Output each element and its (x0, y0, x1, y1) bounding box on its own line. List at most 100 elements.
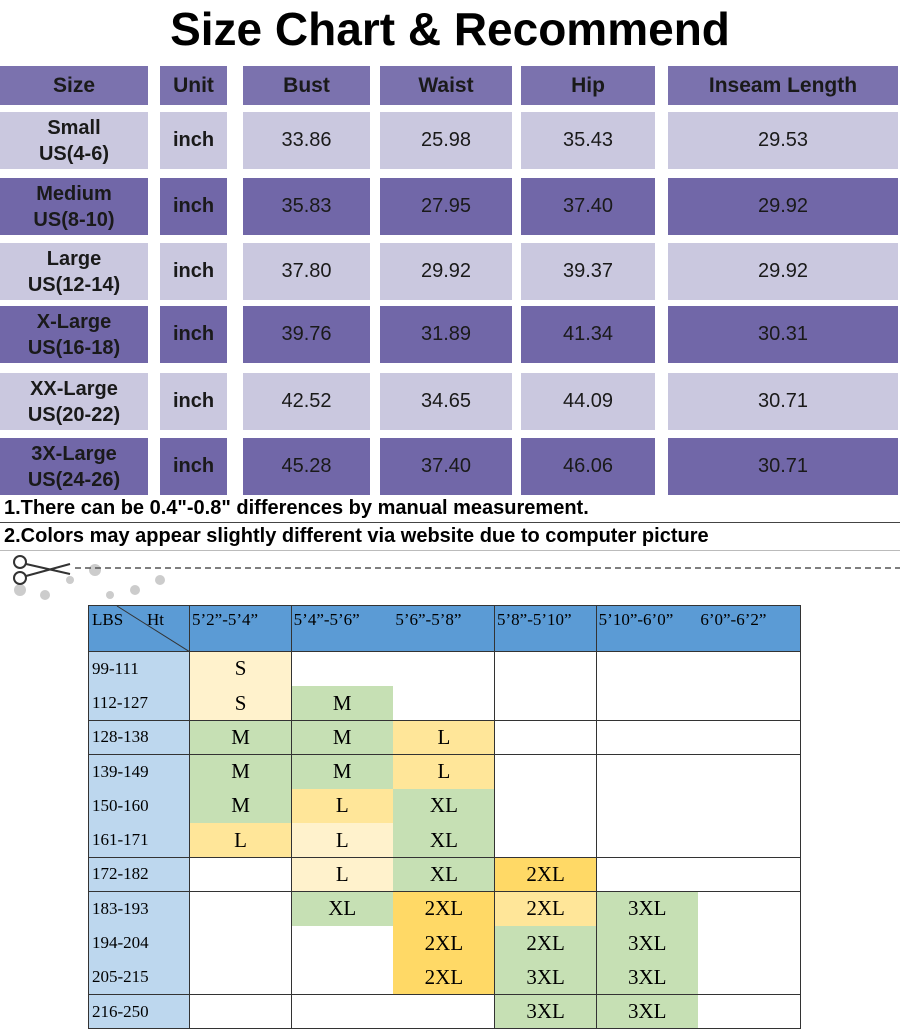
size-cell (698, 720, 801, 756)
title: Size Chart & Recommend (170, 3, 730, 55)
scissors-line (13, 555, 900, 600)
weight-cell: 205-215 (88, 960, 190, 996)
unit-cell: inch (160, 306, 227, 363)
header-cell: Size (0, 66, 148, 105)
height-header: 6’0”-6’2” (698, 605, 801, 652)
value-cell: 37.80 (243, 243, 370, 300)
size-cell: Large US(12-14) (0, 243, 148, 300)
size-cell: L (291, 789, 394, 824)
value-cell: 35.43 (521, 112, 655, 169)
size-cell (698, 754, 801, 790)
size-cell (698, 857, 801, 893)
size-cell (596, 857, 699, 893)
height-header: 5’10”-6’0” (596, 605, 699, 652)
size-cell: 2XL (495, 857, 598, 893)
value-cell: 44.09 (521, 373, 655, 430)
header-cell: Bust (243, 66, 370, 105)
value-cell: 29.53 (668, 112, 898, 169)
size-cell (495, 720, 598, 756)
unit-cell: inch (160, 178, 227, 235)
value-cell: 30.31 (668, 306, 898, 363)
unit-cell: inch (160, 112, 227, 169)
value-cell: 34.65 (380, 373, 512, 430)
size-cell (596, 686, 699, 722)
size-cell: M (291, 720, 394, 756)
size-label: US(24-26) (27, 468, 121, 491)
value-cell: 33.86 (243, 112, 370, 169)
size-cell: 2XL (495, 891, 598, 927)
size-label: US(4-6) (38, 142, 109, 165)
size-cell: L (291, 857, 394, 893)
size-cell: M (190, 720, 293, 756)
divider (0, 522, 900, 523)
corner-label: LBS (92, 610, 124, 629)
size-cell (495, 789, 598, 824)
size-cell: S (190, 686, 293, 722)
size-label: US(20-22) (27, 403, 121, 426)
value-cell: 39.37 (521, 243, 655, 300)
size-cell (291, 652, 394, 687)
value-cell: 29.92 (668, 243, 898, 300)
size-cell (596, 720, 699, 756)
value-cell: 41.34 (521, 306, 655, 363)
size-cell (393, 652, 496, 687)
size-cell (190, 926, 293, 961)
size-cell (698, 891, 801, 927)
size-cell: L (393, 720, 496, 756)
size-cell: 3X-Large US(24-26) (0, 438, 148, 495)
size-cell (190, 891, 293, 927)
size-label: XX-Large (30, 377, 118, 400)
size-cell (596, 652, 699, 687)
value-cell: 46.06 (521, 438, 655, 495)
corner-diagonal (116, 606, 189, 651)
size-cell (291, 926, 394, 961)
size-cell (596, 754, 699, 790)
size-cell: 2XL (393, 926, 496, 961)
size-cell: M (190, 789, 293, 824)
size-cell (698, 686, 801, 722)
size-cell: L (190, 823, 293, 859)
size-cell: M (291, 686, 394, 722)
value-cell: 29.92 (380, 243, 512, 300)
value-cell: 37.40 (380, 438, 512, 495)
value-cell: 30.71 (668, 438, 898, 495)
unit-cell: inch (160, 243, 227, 300)
size-cell: 3XL (596, 891, 699, 927)
size-cell (190, 960, 293, 996)
weight-cell: 183-193 (88, 891, 190, 927)
value-cell: 42.52 (243, 373, 370, 430)
size-cell (698, 994, 801, 1029)
value-cell: 25.98 (380, 112, 512, 169)
size-cell (698, 789, 801, 824)
size-cell: M (291, 754, 394, 790)
size-cell (698, 960, 801, 996)
weight-cell: 139-149 (88, 754, 190, 790)
size-cell: 3XL (596, 926, 699, 961)
size-cell: L (291, 823, 394, 859)
size-cell: XL (393, 857, 496, 893)
weight-cell: 128-138 (88, 720, 190, 756)
height-header: 5’2”-5’4” (190, 605, 293, 652)
size-cell: XX-Large US(20-22) (0, 373, 148, 430)
size-cell: XL (291, 891, 394, 927)
weight-cell: 112-127 (88, 686, 190, 722)
weight-cell: 161-171 (88, 823, 190, 859)
size-cell (698, 652, 801, 687)
size-label: Small (47, 116, 101, 139)
size-cell (698, 823, 801, 859)
value-cell: 29.92 (668, 178, 898, 235)
size-cell (190, 857, 293, 893)
size-cell (393, 686, 496, 722)
height-header: 5’4”-5’6” (291, 605, 394, 652)
value-cell: 37.40 (521, 178, 655, 235)
height-header: 5’8”-5’10” (495, 605, 598, 652)
unit-cell: inch (160, 438, 227, 495)
corner-cell: LBS Ht (88, 605, 190, 652)
unit-cell: inch (160, 373, 227, 430)
size-label: US(8-10) (33, 208, 115, 231)
note: 1.There can be 0.4"-0.8" differences by … (4, 497, 589, 519)
value-cell: 31.89 (380, 306, 512, 363)
size-label: Large (46, 247, 102, 270)
size-label: US(12-14) (27, 273, 121, 296)
size-cell (596, 823, 699, 859)
